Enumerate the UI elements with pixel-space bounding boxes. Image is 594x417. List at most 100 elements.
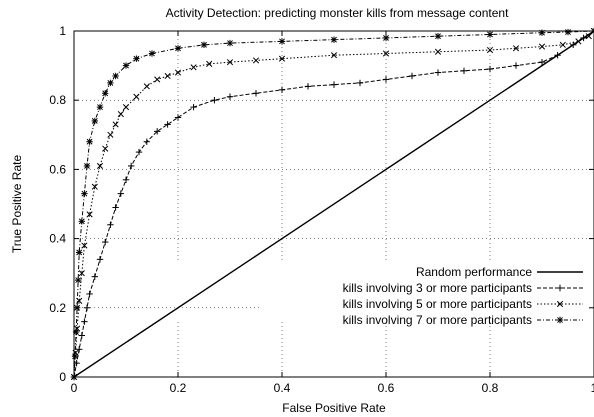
data-point-marker <box>278 86 286 94</box>
grid <box>74 31 594 377</box>
data-point-marker <box>135 148 143 156</box>
data-point-marker <box>556 300 564 308</box>
data-point-marker <box>486 65 494 73</box>
y-axis-label: True Positive Rate <box>10 155 24 254</box>
data-point-marker <box>278 38 286 45</box>
x-axis-label: False Positive Rate <box>282 401 386 415</box>
data-point-marker <box>74 276 82 284</box>
marker-stroke <box>226 59 234 66</box>
legend-label: kills involving 5 or more participants <box>343 297 532 311</box>
data-point-marker <box>91 117 98 125</box>
data-point-marker <box>206 60 213 67</box>
marker-stroke <box>102 90 109 97</box>
data-point-marker <box>538 29 546 36</box>
marker-stroke <box>86 138 93 145</box>
data-point-marker <box>559 41 566 48</box>
series-line <box>73 30 594 378</box>
x-tick-label: 0.4 <box>274 381 291 395</box>
data-point-marker <box>81 190 88 197</box>
data-point-marker <box>575 38 582 45</box>
marker-stroke <box>81 242 88 249</box>
legend-entry: kills involving 7 or more participants <box>343 313 583 327</box>
data-point-marker <box>356 79 364 87</box>
data-point-marker <box>76 249 83 256</box>
marker-stroke <box>164 72 171 80</box>
data-point-marker <box>86 138 93 145</box>
data-point-marker <box>86 211 93 218</box>
data-point-marker <box>78 218 85 225</box>
data-point-marker <box>330 81 338 88</box>
marker-stroke <box>383 35 389 41</box>
legend-label: Random performance <box>416 265 532 279</box>
data-point-marker <box>200 41 208 49</box>
data-point-marker <box>83 162 91 170</box>
marker-stroke <box>84 163 90 169</box>
data-point-marker <box>112 72 119 80</box>
marker-stroke <box>330 52 338 59</box>
data-point-marker <box>590 27 594 35</box>
data-point-marker <box>133 93 140 100</box>
marker-stroke <box>117 110 124 118</box>
data-point-marker <box>564 28 572 36</box>
data-point-marker <box>538 58 546 66</box>
data-point-marker <box>434 69 442 76</box>
data-point-marker <box>190 103 197 111</box>
marker-stroke <box>75 277 82 284</box>
marker-stroke <box>331 36 337 43</box>
data-point-marker <box>81 318 88 325</box>
data-point-marker <box>164 72 171 80</box>
data-point-marker <box>486 46 494 54</box>
marker-stroke <box>107 131 114 138</box>
data-point-marker <box>226 59 234 66</box>
marker-stroke <box>123 62 129 69</box>
marker-stroke <box>575 38 582 45</box>
data-point-marker <box>72 328 80 336</box>
marker-stroke <box>279 38 285 45</box>
data-point-marker <box>122 62 130 69</box>
x-tick-label: 1 <box>591 381 594 395</box>
data-point-marker <box>226 39 234 47</box>
data-point-marker <box>102 238 109 246</box>
data-point-marker <box>71 353 79 360</box>
data-point-marker <box>154 76 161 83</box>
marker-stroke <box>71 374 77 380</box>
data-point-marker <box>486 31 494 38</box>
data-point-marker <box>96 103 104 111</box>
marker-stroke <box>78 218 85 225</box>
data-point-marker <box>226 93 234 100</box>
marker-stroke <box>91 183 98 190</box>
data-point-marker <box>102 145 109 152</box>
plot-frame <box>73 30 594 378</box>
data-point-marker <box>330 36 338 43</box>
marker-stroke <box>86 211 93 218</box>
marker-stroke <box>487 31 493 38</box>
data-point-marker <box>78 270 85 277</box>
x-tick-label: 0 <box>71 381 78 395</box>
data-point-marker <box>117 110 124 118</box>
data-point-marker <box>78 332 85 339</box>
marker-stroke <box>154 76 161 83</box>
legend-entry: kills involving 5 or more participants <box>343 297 583 311</box>
data-point-marker <box>76 346 83 353</box>
marker-stroke <box>175 45 181 52</box>
marker-stroke <box>133 55 140 62</box>
marker-stroke <box>557 317 563 323</box>
marker-stroke <box>434 48 442 55</box>
data-point-marker <box>122 104 130 111</box>
marker-stroke <box>591 30 594 34</box>
data-point-marker <box>174 69 182 76</box>
data-point-marker <box>128 162 135 170</box>
marker-stroke <box>206 60 213 67</box>
data-point-marker <box>91 273 98 280</box>
x-tick-label: 0.2 <box>170 381 187 395</box>
marker-stroke <box>112 73 119 79</box>
data-point-marker <box>538 43 546 50</box>
series-4 <box>70 27 594 381</box>
data-point-marker <box>252 90 260 97</box>
data-point-marker <box>154 128 161 135</box>
y-tick-label: 0.6 <box>49 162 66 176</box>
data-point-marker <box>122 176 130 183</box>
data-point-marker <box>512 45 520 52</box>
data-point-marker <box>81 242 88 249</box>
